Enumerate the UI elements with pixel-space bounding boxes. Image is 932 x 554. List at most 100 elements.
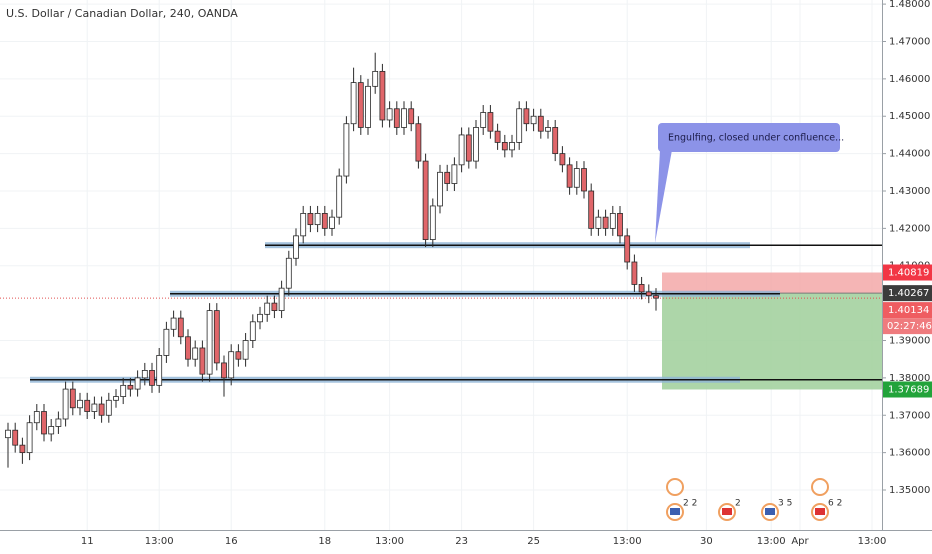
- candle-body: [408, 108, 415, 125]
- candle-body: [566, 164, 573, 188]
- price-badge-label: 1.40267: [888, 288, 929, 299]
- candle-body: [350, 82, 357, 125]
- candle-body: [84, 399, 91, 412]
- candle-body: [393, 108, 400, 128]
- y-tick-label: 1.48000: [889, 0, 930, 10]
- candle-body: [638, 284, 645, 293]
- y-tick-label: 1.44000: [889, 149, 930, 160]
- candle-body: [437, 171, 443, 207]
- candle-body: [458, 134, 465, 166]
- y-tick-label: 1.36000: [889, 448, 930, 459]
- candle-body: [77, 399, 83, 409]
- candle-body: [444, 171, 451, 184]
- candle-body: [451, 164, 458, 184]
- x-tick-label: 13:00: [375, 536, 404, 547]
- candle-body: [185, 336, 191, 360]
- candle-body: [141, 370, 148, 379]
- candle-body: [653, 295, 659, 299]
- event-icon: [666, 478, 684, 496]
- candle-body: [631, 261, 638, 285]
- drawings: Engulfing, closed under confluence...: [0, 123, 882, 390]
- candle-body: [530, 115, 537, 125]
- candle-body: [48, 426, 55, 435]
- axes: 1.48000 1.47000 1.46000 1.45000 1.44000 1.430…: [81, 0, 932, 547]
- candle-body: [336, 175, 343, 218]
- price-badge: [883, 381, 932, 398]
- x-tick-label: 13:00: [757, 536, 786, 547]
- candle-body: [581, 168, 587, 192]
- price-badge: [883, 302, 932, 319]
- candle-body: [523, 108, 530, 125]
- candle-body: [422, 160, 429, 240]
- candle-body: [573, 168, 580, 188]
- candle-body: [429, 205, 436, 240]
- candle-body: [55, 418, 62, 427]
- candle-body: [465, 134, 472, 162]
- x-tick-label: 13:00: [613, 536, 642, 547]
- event-flag: [815, 508, 825, 515]
- candle-body: [156, 355, 163, 386]
- candle-body: [19, 444, 26, 454]
- candle-body: [609, 213, 616, 229]
- y-tick-label: 1.45000: [889, 111, 930, 122]
- candle-body: [264, 302, 271, 315]
- candle-body: [329, 216, 335, 229]
- callout-pointer: [655, 150, 672, 243]
- x-tick-label: 30: [700, 536, 713, 547]
- chart-title: U.S. Dollar / Canadian Dollar, 240, OAND…: [6, 7, 238, 20]
- candle-body: [509, 142, 515, 151]
- candle-body: [307, 213, 314, 226]
- candle-body: [98, 403, 105, 416]
- candle-body: [213, 310, 220, 364]
- candle-body: [595, 216, 602, 229]
- candle-body: [221, 362, 227, 379]
- annotation: Engulfing, closed under confluence...: [668, 133, 844, 144]
- y-tick-label: 1.38000: [889, 373, 930, 384]
- price-badge: [883, 264, 932, 281]
- candle-body: [314, 213, 321, 226]
- candle-body: [365, 85, 371, 128]
- candle-body: [494, 130, 501, 143]
- candle-body: [134, 377, 141, 390]
- x-tick-label: 13:00: [858, 536, 887, 547]
- candle-body: [285, 257, 292, 289]
- candle-body: [516, 108, 523, 143]
- candle-body: [235, 351, 242, 360]
- candles: [5, 52, 659, 468]
- y-tick-label: 1.39000: [889, 336, 930, 347]
- candle-body: [120, 384, 127, 397]
- candle-body: [26, 422, 33, 454]
- candle-body: [113, 396, 119, 401]
- candle-body: [199, 347, 206, 375]
- x-tick-label: 18: [318, 536, 331, 547]
- event-flag: [722, 508, 732, 515]
- candle-body: [372, 70, 379, 87]
- candle-body: [357, 82, 364, 128]
- candle-body: [602, 216, 609, 229]
- candle-body: [386, 108, 393, 121]
- countdown-badge: [883, 318, 932, 335]
- event-badge: 2: [735, 499, 741, 509]
- candle-body: [12, 429, 19, 446]
- candle-body: [33, 411, 40, 424]
- candle-body: [271, 302, 278, 311]
- candle-body: [91, 403, 98, 412]
- candle-body: [105, 399, 112, 416]
- stop-zone: [662, 272, 882, 294]
- y-tick-label: 1.35000: [889, 485, 930, 496]
- y-tick-label: 1.46000: [889, 74, 930, 85]
- candle-body: [379, 70, 386, 121]
- target-zone: [662, 293, 882, 390]
- candle-body: [537, 115, 544, 132]
- x-tick-label: 23: [455, 536, 468, 547]
- candle-body: [62, 388, 69, 420]
- candle-body: [228, 351, 235, 379]
- candle-body: [588, 190, 595, 229]
- candle-body: [480, 112, 487, 128]
- event-icon: [811, 478, 829, 496]
- candle-body: [257, 313, 263, 323]
- candle-body: [242, 340, 249, 360]
- candle-body: [249, 321, 256, 341]
